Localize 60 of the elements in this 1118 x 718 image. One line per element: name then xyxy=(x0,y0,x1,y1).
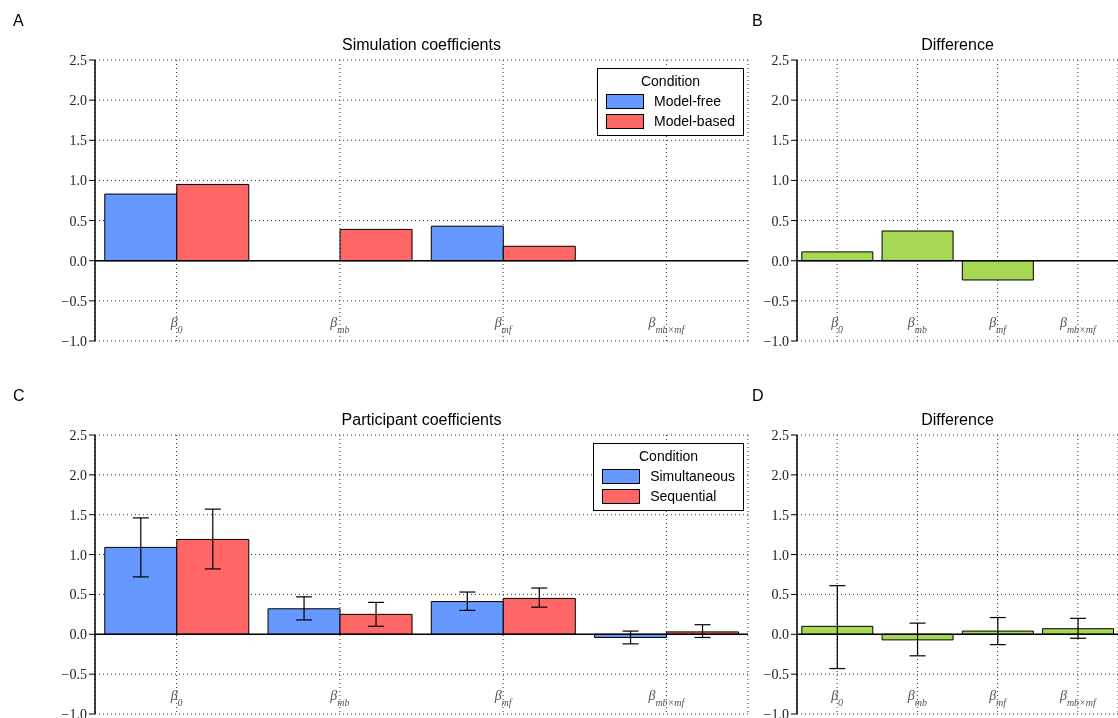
y-tick-label: 2.0 xyxy=(69,93,87,109)
y-tick-label: −1.0 xyxy=(763,333,789,349)
y-tick-label: 1.0 xyxy=(69,547,87,563)
x-tick-label: β$_{mb×mf}$ xyxy=(1058,688,1098,708)
x-tick-label: β$_{0}$ xyxy=(169,688,183,708)
legend-label: Model-based xyxy=(654,113,735,129)
y-tick-label: 0.0 xyxy=(771,253,789,269)
y-tick-label: 2.0 xyxy=(771,467,789,483)
x-tick-label: β$_{mb}$ xyxy=(906,688,927,708)
y-tick-label: 1.0 xyxy=(771,173,789,189)
y-tick-label: −0.5 xyxy=(61,667,87,683)
y-tick-label: 2.5 xyxy=(69,52,87,68)
x-tick-label: β$_{mf}$ xyxy=(493,315,513,335)
y-tick-label: 0.0 xyxy=(69,253,87,269)
text: B xyxy=(752,12,763,30)
y-tick-label: −0.5 xyxy=(763,667,789,683)
y-tick-label: 1.5 xyxy=(69,507,87,523)
x-tick-label: β$_{mb×mf}$ xyxy=(647,315,686,335)
y-tick-label: 2.5 xyxy=(771,52,789,68)
text: C xyxy=(13,387,25,405)
y-tick-label: −0.5 xyxy=(763,293,789,309)
text: A xyxy=(13,12,24,30)
y-tick-label: 0.0 xyxy=(69,627,87,643)
x-tick-label: β$_{0}$ xyxy=(830,688,844,708)
y-tick-label: 1.5 xyxy=(771,133,789,149)
y-tick-label: 0.5 xyxy=(69,587,87,603)
y-tick-label: 2.5 xyxy=(69,427,87,443)
y-tick-label: 2.5 xyxy=(771,427,789,443)
chart-title: Difference xyxy=(920,411,995,429)
y-tick-label: 0.5 xyxy=(771,587,789,603)
chart-title: Simulation coefficients xyxy=(341,36,502,54)
x-tick-label: β$_{0}$ xyxy=(169,315,183,335)
x-tick-label: β$_{mb×mf}$ xyxy=(1058,315,1098,335)
y-tick-label: 0.5 xyxy=(771,213,789,229)
text: D xyxy=(752,387,764,405)
y-tick-label: −1.0 xyxy=(61,333,87,349)
x-tick-label: β$_{0}$ xyxy=(830,315,844,335)
chart-title: Participant coefficients xyxy=(340,411,503,429)
y-tick-label: 1.5 xyxy=(69,133,87,149)
y-tick-label: 0.5 xyxy=(69,213,87,229)
chart-title: Difference xyxy=(920,36,995,54)
legend-title: Condition xyxy=(639,73,702,89)
x-tick-label: β$_{mf}$ xyxy=(988,315,1008,335)
y-tick-label: −0.5 xyxy=(61,293,87,309)
x-tick-label: β$_{mf}$ xyxy=(988,688,1008,708)
legend-label: Model-free xyxy=(654,93,721,109)
y-tick-label: 1.5 xyxy=(771,507,789,523)
legend-label: Simultaneous xyxy=(650,468,735,484)
y-tick-label: 2.0 xyxy=(69,467,87,483)
y-tick-label: 2.0 xyxy=(771,93,789,109)
x-tick-label: β$_{mb}$ xyxy=(329,315,350,335)
x-tick-label: β$_{mb}$ xyxy=(906,315,927,335)
x-tick-label: β$_{mb×mf}$ xyxy=(647,688,686,708)
y-tick-label: 1.0 xyxy=(69,173,87,189)
x-tick-label: β$_{mf}$ xyxy=(493,688,513,708)
y-tick-label: 1.0 xyxy=(771,547,789,563)
legend-title: Condition xyxy=(638,448,700,464)
y-tick-label: 0.0 xyxy=(771,627,789,643)
x-tick-label: β$_{mb}$ xyxy=(329,688,350,708)
legend-label: Sequential xyxy=(650,488,717,504)
